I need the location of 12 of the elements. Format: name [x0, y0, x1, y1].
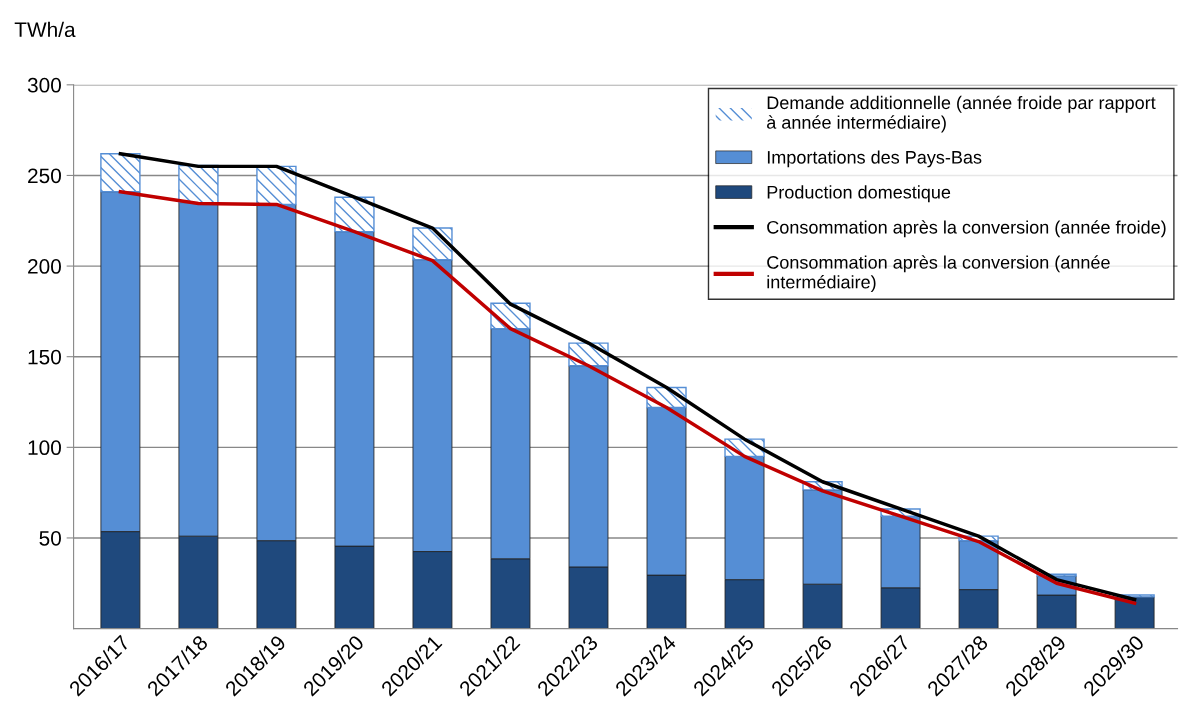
legend-label: Consommation après la conversion (année intermédiaire): [767, 255, 1110, 293]
y-axis-title: TWh/a: [14, 21, 76, 38]
y-tick-label: 150: [28, 349, 61, 365]
legend-label: Production domestique: [767, 185, 951, 203]
legend-label: Importations des Pays-Bas: [767, 150, 982, 168]
legend-label: Demande additionnelle (année froide par rapport à année intermédiaire): [767, 95, 1156, 133]
y-tick-label: 50: [39, 530, 61, 546]
legend-label: Consommation après la conversion (année froide): [767, 220, 1166, 238]
y-tick-label: 250: [28, 168, 61, 184]
y-tick-label: 300: [27, 77, 61, 93]
y-tick-label: 100: [28, 440, 61, 456]
y-tick-label: 200: [28, 259, 61, 274]
